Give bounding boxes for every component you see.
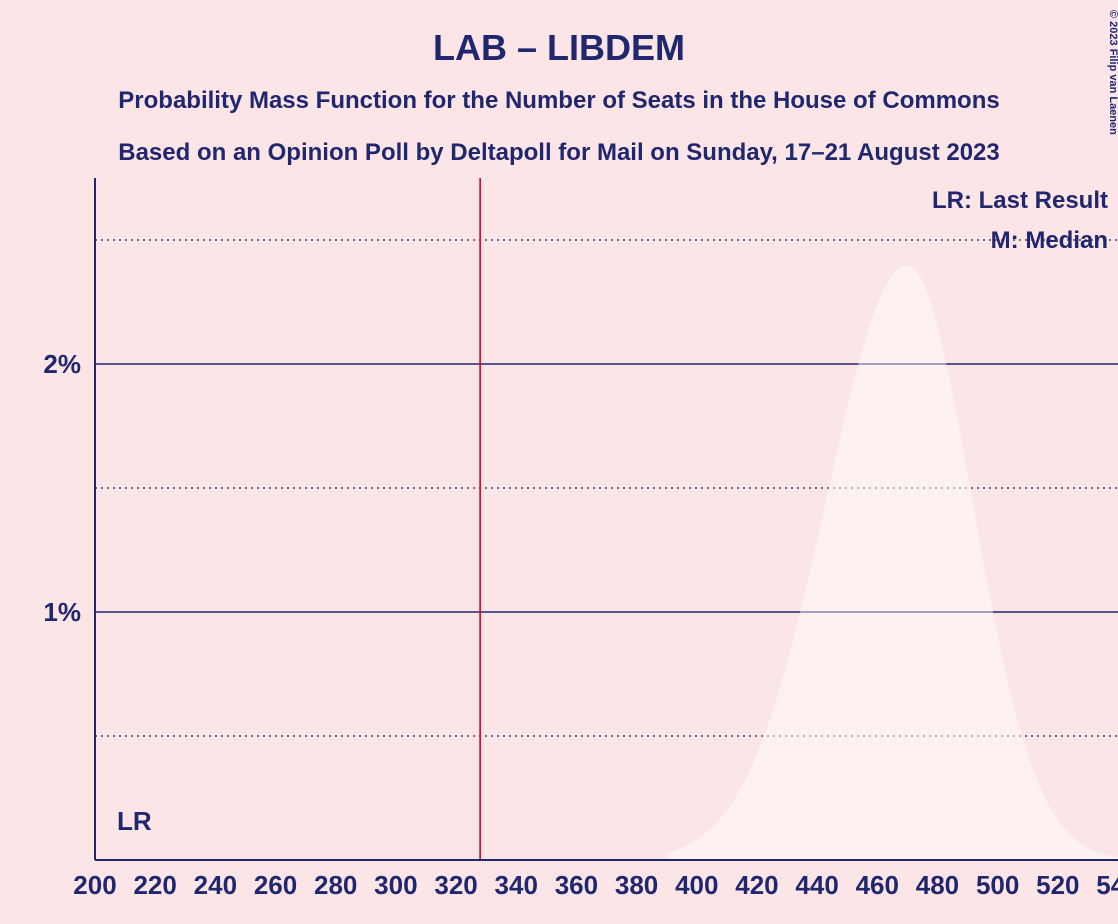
chart-title: LAB – LIBDEM — [433, 27, 685, 68]
copyright-text: © 2023 Filip van Laenen — [1107, 10, 1118, 135]
x-tick-label: 320 — [434, 870, 477, 900]
legend-item: M: Median — [991, 227, 1108, 254]
x-tick-label: 300 — [374, 870, 417, 900]
x-tick-label: 200 — [73, 870, 116, 900]
y-tick-label: 1% — [43, 597, 81, 627]
x-tick-label: 460 — [856, 870, 899, 900]
x-tick-label: 480 — [916, 870, 959, 900]
x-tick-label: 360 — [555, 870, 598, 900]
last-result-label: LR — [117, 806, 152, 836]
x-tick-label: 540 — [1096, 870, 1118, 900]
x-tick-label: 240 — [194, 870, 237, 900]
x-tick-label: 520 — [1036, 870, 1079, 900]
x-tick-label: 420 — [735, 870, 778, 900]
pmf-chart: © 2023 Filip van Laenen LAB – LIBDEM Proba… — [0, 0, 1118, 924]
x-tick-label: 260 — [254, 870, 297, 900]
x-tick-label: 340 — [495, 870, 538, 900]
x-tick-label: 220 — [133, 870, 176, 900]
x-tick-label: 280 — [314, 870, 357, 900]
chart-subtitle-2: Based on an Opinion Poll by Deltapoll fo… — [118, 139, 1000, 166]
x-tick-label: 440 — [795, 870, 838, 900]
legend-item: LR: Last Result — [932, 187, 1108, 214]
y-tick-label: 2% — [43, 349, 81, 379]
x-tick-label: 400 — [675, 870, 718, 900]
x-tick-label: 500 — [976, 870, 1019, 900]
x-tick-label: 380 — [615, 870, 658, 900]
chart-subtitle-1: Probability Mass Function for the Number… — [118, 87, 999, 114]
